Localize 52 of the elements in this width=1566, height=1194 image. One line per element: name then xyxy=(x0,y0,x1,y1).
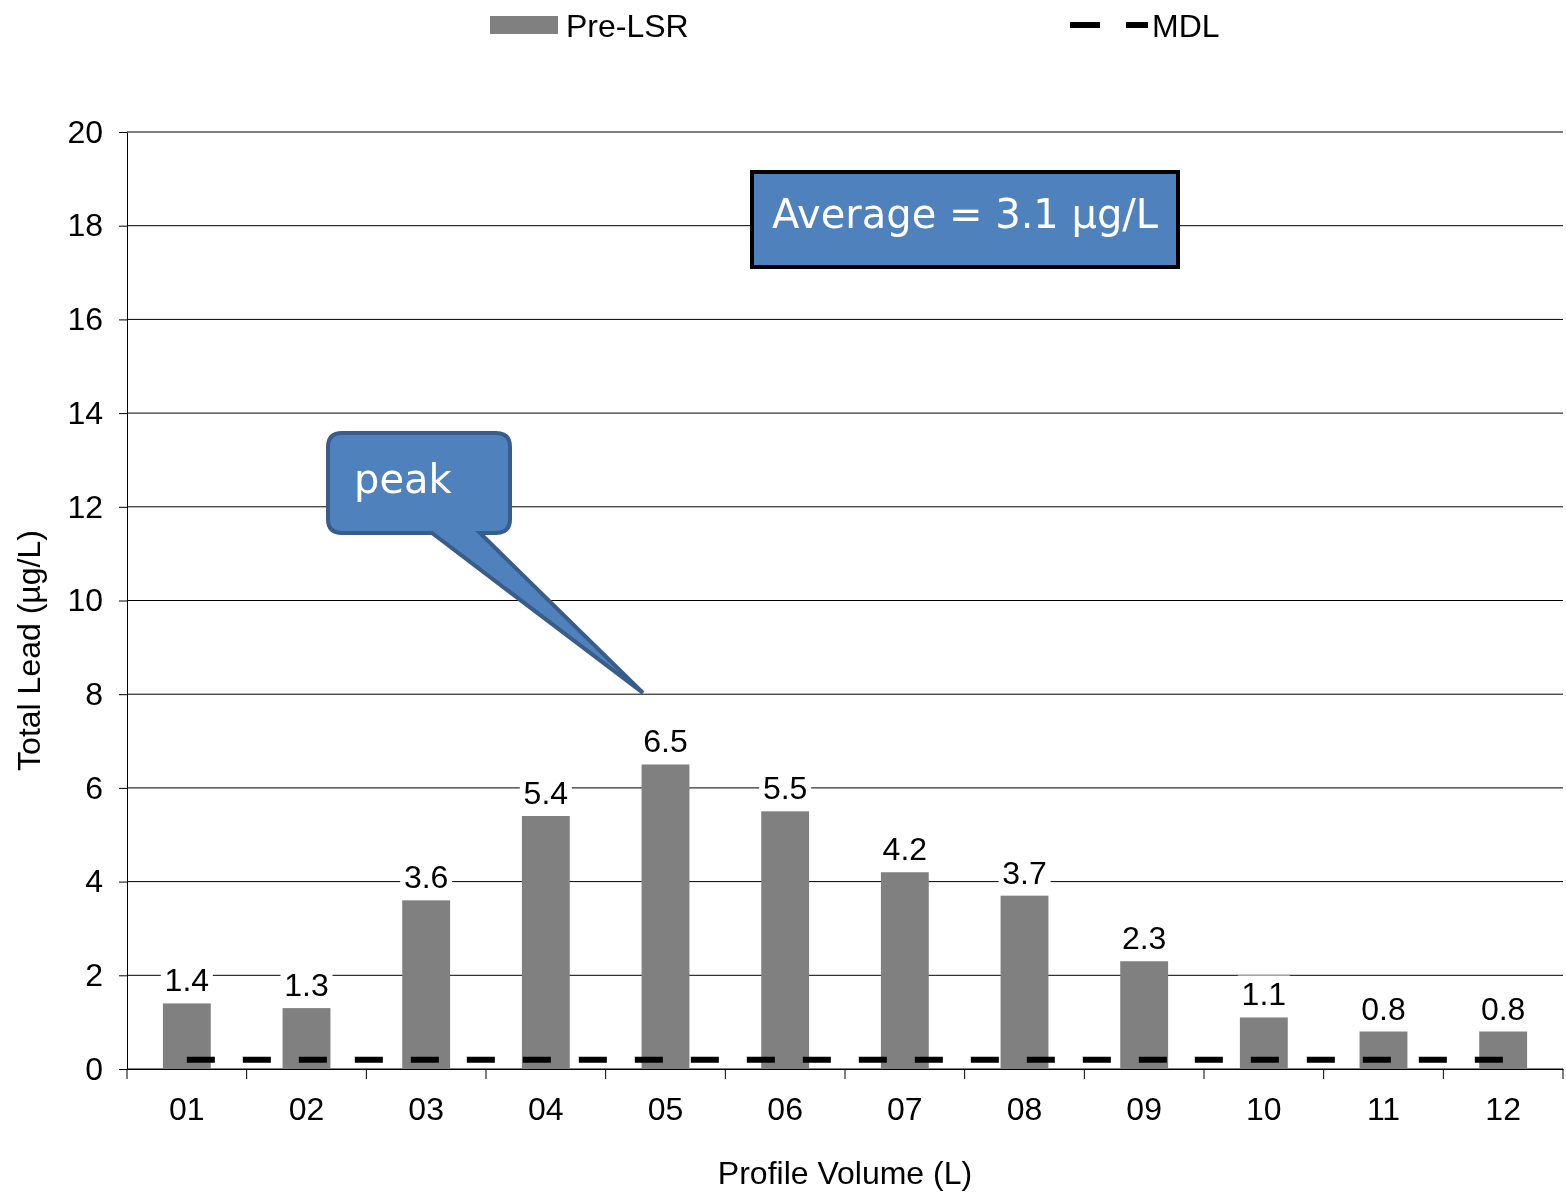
data-label: 1.4 xyxy=(164,962,210,999)
data-label: 6.5 xyxy=(643,723,688,760)
data-label: 4.2 xyxy=(882,831,928,868)
data-label: 2.3 xyxy=(1121,920,1167,957)
x-tick-label: 07 xyxy=(887,1091,923,1127)
y-axis-title: Total Lead (µg/L) xyxy=(11,530,47,771)
y-tick-label: 6 xyxy=(85,769,103,806)
x-tick-label: 12 xyxy=(1485,1091,1521,1127)
x-tick-label: 10 xyxy=(1246,1091,1282,1127)
x-tick-label: 04 xyxy=(528,1091,564,1127)
bar xyxy=(1479,1031,1528,1069)
x-tick-label: 06 xyxy=(767,1091,803,1127)
data-label: 0.8 xyxy=(1480,990,1526,1027)
x-tick-label: 05 xyxy=(647,1091,684,1127)
y-tick-label: 14 xyxy=(67,394,103,431)
data-label: 1.3 xyxy=(284,967,329,1004)
legend-label: MDL xyxy=(1152,8,1220,44)
bar xyxy=(641,764,690,1069)
x-tick-label: 01 xyxy=(169,1091,205,1127)
bar xyxy=(880,872,929,1069)
data-label: 3.7 xyxy=(1002,854,1047,891)
y-tick-label: 8 xyxy=(85,675,103,712)
x-tick-label: 02 xyxy=(288,1091,325,1127)
y-tick-label: 2 xyxy=(85,957,103,994)
data-label: 5.5 xyxy=(762,770,808,807)
data-label: 1.1 xyxy=(1241,976,1287,1013)
data-label: 0.8 xyxy=(1361,990,1406,1027)
bar xyxy=(162,1003,211,1069)
x-axis-title: Profile Volume (L) xyxy=(717,1155,973,1191)
bar xyxy=(1120,961,1169,1069)
x-tick-label: 08 xyxy=(1006,1091,1043,1127)
annotation: peak xyxy=(354,456,453,502)
y-tick-label: 10 xyxy=(67,582,103,619)
data-label: 3.6 xyxy=(403,859,449,896)
y-tick-label: 12 xyxy=(67,488,103,525)
y-tick-label: 4 xyxy=(85,863,103,900)
bar xyxy=(1239,1017,1288,1070)
bar xyxy=(761,811,810,1069)
annotation: Average = 3.1 µg/L xyxy=(772,191,1159,237)
bar xyxy=(282,1008,331,1069)
x-tick-label: 09 xyxy=(1126,1091,1162,1127)
bar xyxy=(1000,895,1049,1069)
bar xyxy=(521,816,570,1069)
x-tick-label: 03 xyxy=(408,1091,444,1127)
legend-label: Pre-LSR xyxy=(566,8,689,44)
bar xyxy=(402,900,451,1069)
y-tick-label: 16 xyxy=(67,301,103,338)
y-tick-label: 0 xyxy=(85,1050,103,1087)
data-label: 5.4 xyxy=(523,775,569,812)
x-tick-label: 11 xyxy=(1366,1091,1401,1127)
y-tick-label: 18 xyxy=(67,207,103,244)
y-tick-label: 20 xyxy=(67,113,103,150)
